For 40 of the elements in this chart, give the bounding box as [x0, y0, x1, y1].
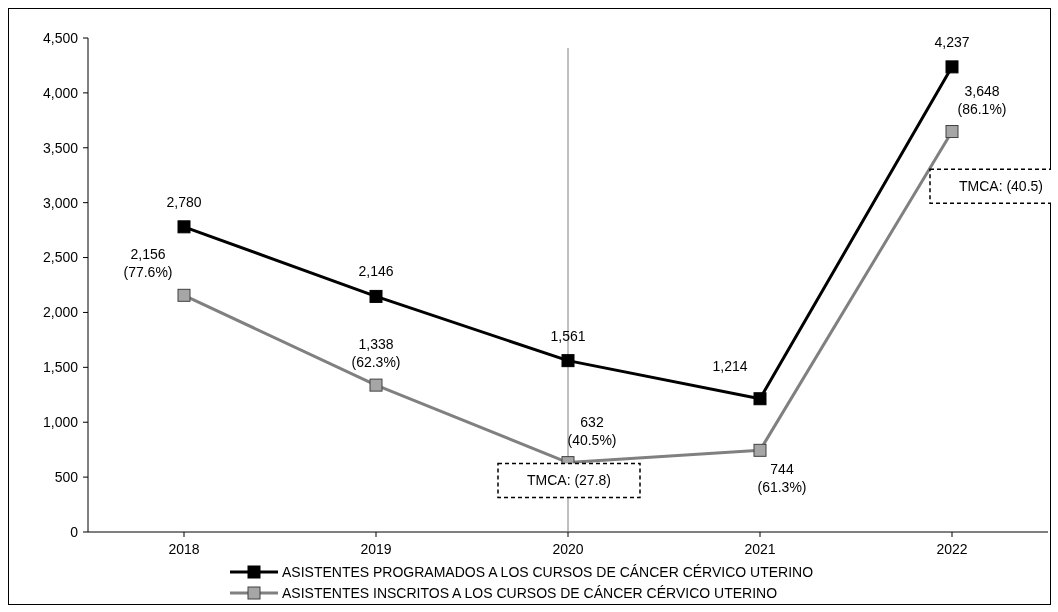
point — [753, 392, 767, 406]
y-tick-label: 0 — [70, 523, 79, 540]
legend-label: ASISTENTES PROGRAMADOS A LOS CURSOS DE CÁNCER CÉRVICO UTERINO — [282, 563, 814, 580]
dashed-note-box: TMCA: (27.8) — [497, 462, 641, 499]
point — [369, 289, 383, 303]
y-tick-label: 1,000 — [42, 414, 79, 431]
y-tick-label: 3,500 — [42, 139, 79, 156]
annotation: TMCA: (40.5) — [958, 178, 1044, 195]
data-label: 1,561 — [550, 327, 586, 344]
point — [945, 125, 959, 139]
y-tick-label: 4,500 — [42, 29, 79, 46]
x-tick-label: 2019 — [360, 541, 392, 557]
data-label: 2,780 — [166, 193, 202, 210]
x-tick-label: 2018 — [168, 541, 200, 557]
x-tick-label: 2022 — [936, 541, 968, 557]
data-label: 744 (61.3%) — [757, 461, 807, 496]
data-label: 1,338 (62.3%) — [351, 336, 401, 371]
y-tick-label: 1,500 — [42, 359, 79, 376]
data-label: 1,214 — [712, 357, 748, 374]
data-label: 2,156 (77.6%) — [123, 246, 173, 281]
data-label: 3,648 (86.1%) — [957, 82, 1007, 117]
y-tick-label: 3,000 — [42, 194, 79, 211]
legend-label: ASISTENTES INSCRITOS A LOS CURSOS DE CÁNCER CÉRVICO UTERINO — [282, 584, 778, 601]
point — [753, 443, 767, 457]
data-label: 632 (40.5%) — [567, 413, 617, 448]
y-tick-label: 500 — [54, 469, 79, 486]
point — [177, 220, 191, 234]
x-tick-label: 2021 — [744, 541, 776, 557]
data-label: 2,146 — [358, 263, 394, 280]
point — [945, 60, 959, 74]
data-label: 4,237 — [934, 33, 970, 50]
dashed-note-box: TMCA: (40.5) — [929, 168, 1051, 204]
x-tick-label: 2020 — [552, 541, 584, 557]
annotation: TMCA: (27.8) — [526, 472, 612, 489]
point — [177, 288, 191, 302]
y-tick-label: 2,000 — [42, 304, 79, 321]
point — [561, 354, 575, 368]
y-tick-label: 4,000 — [42, 84, 79, 101]
point — [369, 378, 383, 392]
y-tick-label: 2,500 — [42, 249, 79, 266]
